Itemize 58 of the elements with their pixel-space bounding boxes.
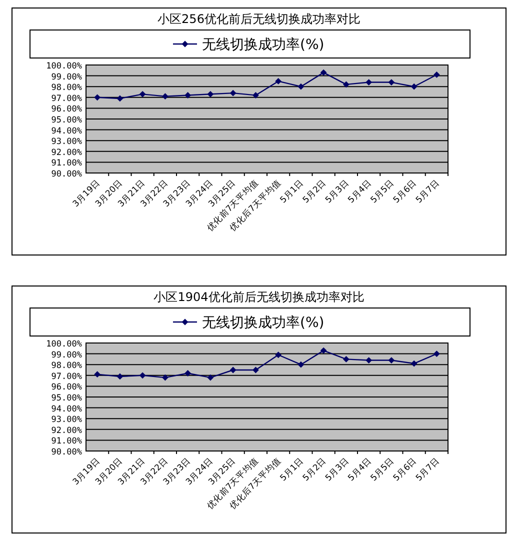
point [162,374,168,381]
point [116,95,124,102]
point [230,90,236,96]
point [342,81,350,88]
y-tick-label: 92.00% [51,426,82,436]
point [207,90,214,98]
point [366,357,372,364]
legend-label: 无线切换成功率(%) [202,315,324,331]
point [184,370,192,376]
y-tick-label: 100.00% [46,62,82,72]
y-tick-label: 96.00% [51,104,82,115]
legend-label: 无线切换成功率(%) [202,37,324,53]
chart-title: 小区256优化前后无线切换成功率对比 [158,12,360,26]
point [433,350,440,357]
y-tick-label: 93.00% [51,137,82,148]
point [410,360,418,367]
y-tick-label: 93.00% [51,415,82,426]
y-tick-label: 97.00% [51,94,82,104]
point [252,366,259,374]
point [94,94,101,101]
y-tick-label: 90.00% [51,448,82,458]
point [298,361,304,368]
point [298,83,304,90]
point [230,366,236,374]
y-tick-label: 100.00% [46,340,82,350]
y-tick-label: 94.00% [51,126,82,136]
point [388,357,395,364]
point [139,90,146,98]
y-tick-label: 99.00% [51,72,82,82]
point [162,93,168,100]
chart-title: 小区1904优化前后无线切换成功率对比 [154,290,364,304]
y-tick-label: 98.00% [51,83,82,94]
y-tick-label: 90.00% [51,170,82,180]
y-tick-label: 95.00% [51,116,82,126]
y-tick-label: 91.00% [51,158,82,169]
point [116,373,124,380]
point [275,352,282,358]
point [342,356,350,362]
point [433,72,440,78]
point [388,79,395,86]
y-tick-label: 99.00% [51,350,82,360]
point [207,374,214,381]
y-tick-label: 95.00% [51,394,82,404]
point [252,92,259,98]
point [94,371,101,378]
point [366,79,372,86]
y-tick-label: 97.00% [51,372,82,382]
point [320,347,327,354]
y-tick-label: 94.00% [51,404,82,414]
point [139,372,146,379]
point [320,69,327,76]
point [410,83,418,90]
y-tick-label: 96.00% [51,382,82,393]
y-tick-label: 92.00% [51,148,82,158]
y-tick-label: 91.00% [51,436,82,447]
point [184,92,192,98]
point [275,78,282,84]
y-tick-label: 98.00% [51,361,82,372]
